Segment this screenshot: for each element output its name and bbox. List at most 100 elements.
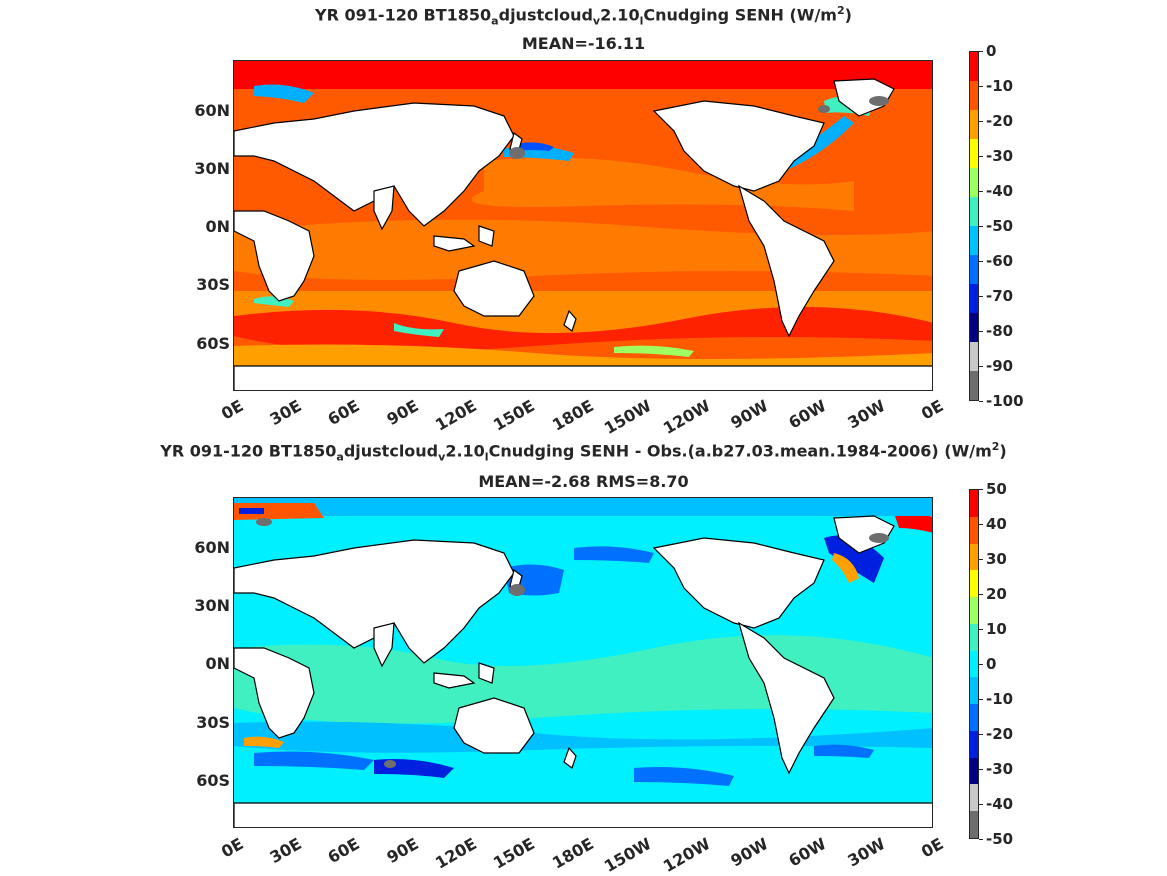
bottom-colorbar-label: 10 [986, 620, 1007, 638]
top-colorbar-tick [979, 296, 983, 297]
top-colorbar-tick [979, 156, 983, 157]
bottom-colorbar-tick [979, 664, 983, 665]
bottom-lon-label: 0E [917, 834, 947, 862]
top-lon-label: 90E [383, 396, 422, 430]
top-colorbar-segment [970, 81, 978, 110]
bottom-map [233, 497, 933, 828]
bottom-colorbar-tick [979, 769, 983, 770]
top-colorbar-segment [970, 139, 978, 168]
bottom-colorbar-tick [979, 839, 983, 840]
bottom-lat-30s: 30S [196, 713, 230, 732]
bottom-lon-label: 180E [548, 834, 597, 873]
bottom-colorbar-segment [970, 704, 978, 731]
top-colorbar-segment [970, 342, 978, 371]
bottom-lon-label: 0E [217, 834, 247, 862]
top-lon-label: 180E [548, 396, 597, 435]
bottom-lon-label: 90W [727, 834, 772, 871]
top-colorbar-segment [970, 255, 978, 284]
top-colorbar-label: -90 [986, 357, 1014, 375]
top-lon-label: 60E [324, 396, 364, 430]
top-colorbar-label: -20 [986, 112, 1014, 130]
top-colorbar-segment [970, 110, 978, 139]
top-colorbar-segment [970, 197, 978, 226]
top-lat-60n: 60N [194, 101, 230, 120]
bottom-colorbar-segment [970, 490, 978, 517]
top-colorbar-segment [970, 226, 978, 255]
top-lon-label: 90W [727, 396, 772, 433]
bottom-colorbar-segment [970, 516, 978, 544]
bottom-colorbar-segment [970, 650, 978, 678]
bottom-lon-label: 90E [383, 834, 422, 868]
top-colorbar-tick [979, 86, 983, 87]
bottom-colorbar-segment [970, 570, 978, 598]
top-colorbar-label: -60 [986, 252, 1014, 270]
bottom-colorbar-label: 50 [986, 480, 1007, 498]
bottom-colorbar-segment [970, 811, 978, 838]
top-colorbar-segment [970, 52, 978, 81]
top-colorbar-label: -70 [986, 287, 1014, 305]
bottom-colorbar-label: 30 [986, 550, 1007, 568]
top-colorbar-label: -80 [986, 322, 1014, 340]
bottom-colorbar-segment [970, 677, 978, 705]
bottom-title: YR 091-120 BT1850adjustcloudv2.10lCnudgi… [160, 440, 1007, 464]
top-lon-label: 150W [601, 396, 655, 438]
bottom-colorbar-segment [970, 757, 978, 785]
bottom-lon-label: 150W [601, 834, 655, 876]
bottom-lon-label: 60W [785, 834, 830, 871]
bottom-colorbar-segment [970, 623, 978, 651]
top-colorbar-label: 0 [986, 42, 997, 60]
bottom-colorbar-label: -30 [986, 760, 1014, 778]
bottom-colorbar-tick [979, 699, 983, 700]
bottom-colorbar-tick [979, 804, 983, 805]
bottom-colorbar-tick [979, 524, 983, 525]
top-colorbar-segment [970, 371, 978, 400]
bottom-colorbar-segment [970, 730, 978, 758]
top-colorbar-label: -10 [986, 77, 1014, 95]
top-colorbar-tick [979, 226, 983, 227]
top-lat-30s: 30S [196, 275, 230, 294]
bottom-lon-label: 120E [431, 834, 480, 873]
top-lat-60s: 60S [196, 334, 230, 353]
bottom-colorbar-tick [979, 629, 983, 630]
bottom-lat-30n: 30N [194, 596, 230, 615]
top-colorbar-segment [970, 313, 978, 342]
top-colorbar-tick [979, 401, 983, 402]
bottom-colorbar-segment [970, 597, 978, 624]
top-colorbar-label: -30 [986, 147, 1014, 165]
top-colorbar [969, 51, 979, 401]
bottom-colorbar-label: -20 [986, 725, 1014, 743]
bottom-lat-0n: 0N [205, 654, 230, 673]
bottom-lat-60s: 60S [196, 771, 230, 790]
bottom-colorbar [969, 489, 979, 839]
top-lat-0n: 0N [205, 217, 230, 236]
bottom-colorbar-tick [979, 734, 983, 735]
bottom-lat-60n: 60N [194, 538, 230, 557]
top-colorbar-tick [979, 331, 983, 332]
top-lon-label: 30E [266, 396, 305, 430]
bottom-colorbar-tick [979, 559, 983, 560]
bottom-lon-label: 60E [324, 834, 364, 868]
top-colorbar-tick [979, 261, 983, 262]
bottom-colorbar-label: 0 [986, 655, 997, 673]
bottom-lon-label: 30W [844, 834, 889, 871]
bottom-colorbar-label: -10 [986, 690, 1014, 708]
bottom-lon-label: 150E [490, 834, 539, 873]
top-colorbar-label: -40 [986, 182, 1014, 200]
top-colorbar-tick [979, 366, 983, 367]
top-colorbar-label: -50 [986, 217, 1014, 235]
top-colorbar-tick [979, 191, 983, 192]
bottom-lon-label: 120W [659, 834, 714, 876]
top-lon-label: 120E [431, 396, 480, 435]
bottom-lon-label: 30E [266, 834, 305, 868]
bottom-colorbar-label: 40 [986, 515, 1007, 533]
top-lon-label: 150E [490, 396, 539, 435]
top-subtitle: MEAN=-16.11 [521, 34, 646, 53]
bottom-colorbar-label: 20 [986, 585, 1007, 603]
top-lat-30n: 30N [194, 159, 230, 178]
top-lon-label: 60W [785, 396, 830, 433]
bottom-map-canvas [234, 498, 932, 827]
bottom-colorbar-segment [970, 543, 978, 571]
top-map-canvas [234, 61, 932, 390]
top-colorbar-label: -100 [986, 392, 1024, 410]
top-lon-label: 0E [217, 396, 247, 424]
